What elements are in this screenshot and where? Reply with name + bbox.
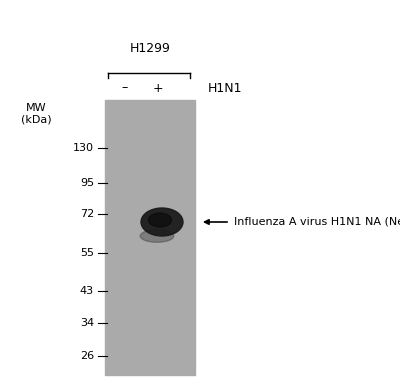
Text: +: + [153, 81, 163, 95]
Ellipse shape [148, 213, 172, 227]
Text: 95: 95 [80, 178, 94, 188]
Text: 43: 43 [80, 286, 94, 296]
Text: 26: 26 [80, 351, 94, 361]
Text: 55: 55 [80, 248, 94, 258]
Text: 34: 34 [80, 318, 94, 328]
Text: 130: 130 [73, 143, 94, 153]
Text: MW: MW [26, 103, 46, 113]
Text: 72: 72 [80, 209, 94, 219]
Bar [105, 100, 195, 375]
Text: –: – [122, 81, 128, 95]
Text: H1N1: H1N1 [208, 81, 242, 95]
Text: H1299: H1299 [130, 42, 170, 55]
Text: (kDa): (kDa) [21, 115, 51, 125]
Ellipse shape [141, 208, 183, 236]
Text: Influenza A virus H1N1 NA (Neuraminidase): Influenza A virus H1N1 NA (Neuraminidase… [234, 217, 400, 227]
Ellipse shape [140, 230, 174, 242]
